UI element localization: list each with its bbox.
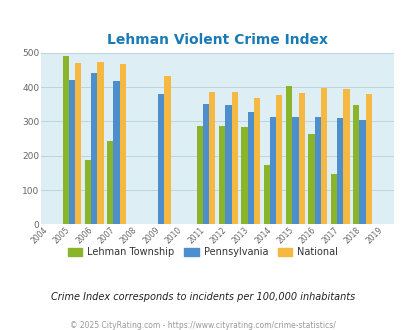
Bar — [107, 141, 113, 224]
Bar — [113, 81, 119, 224]
Bar — [253, 98, 260, 224]
Bar — [320, 88, 326, 224]
Bar — [68, 80, 75, 224]
Bar — [225, 105, 231, 224]
Bar — [158, 94, 164, 224]
Bar — [218, 125, 225, 224]
Bar — [286, 86, 292, 224]
Bar — [164, 76, 170, 224]
Bar — [209, 92, 215, 224]
Bar — [352, 105, 358, 224]
Text: Crime Index corresponds to incidents per 100,000 inhabitants: Crime Index corresponds to incidents per… — [51, 292, 354, 302]
Bar — [241, 127, 247, 224]
Legend: Lehman Township, Pennsylvania, National: Lehman Township, Pennsylvania, National — [64, 243, 341, 261]
Bar — [308, 135, 314, 224]
Bar — [196, 125, 202, 224]
Bar — [358, 120, 365, 224]
Bar — [75, 63, 81, 224]
Bar — [202, 104, 209, 224]
Bar — [97, 62, 103, 224]
Bar — [247, 112, 253, 224]
Bar — [343, 89, 349, 224]
Bar — [298, 93, 304, 224]
Bar — [275, 95, 282, 224]
Title: Lehman Violent Crime Index: Lehman Violent Crime Index — [107, 33, 327, 48]
Bar — [330, 174, 336, 224]
Bar — [85, 160, 91, 224]
Bar — [292, 117, 298, 224]
Bar — [231, 92, 237, 224]
Bar — [269, 116, 275, 224]
Text: © 2025 CityRating.com - https://www.cityrating.com/crime-statistics/: © 2025 CityRating.com - https://www.city… — [70, 321, 335, 330]
Bar — [62, 55, 68, 224]
Bar — [119, 64, 126, 224]
Bar — [91, 73, 97, 224]
Bar — [336, 118, 343, 224]
Bar — [314, 117, 320, 224]
Bar — [365, 94, 371, 224]
Bar — [263, 165, 269, 224]
